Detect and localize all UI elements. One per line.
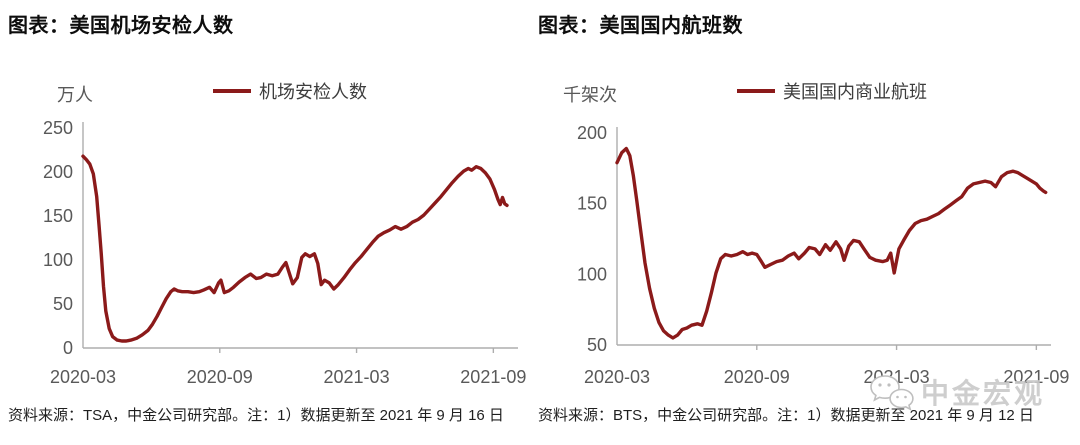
y-tick-label: 150: [577, 194, 607, 214]
legend: 美国国内商业航班: [737, 80, 927, 102]
x-tick-label: 2021-09: [1003, 367, 1069, 387]
chart-title-right: 图表：美国国内航班数: [538, 15, 743, 37]
legend-label: 机场安检人数: [259, 82, 367, 102]
watermark-label: 中金宏观: [921, 378, 1046, 409]
x-tick-label: 2020-09: [187, 367, 253, 387]
x-tick-label: 2020-09: [724, 367, 790, 387]
x-tick-label: 2021-09: [460, 367, 526, 387]
wechat-icon: [870, 375, 914, 411]
y-tick-label: 50: [587, 335, 607, 355]
y-tick-label: 200: [43, 162, 73, 182]
source-note: 资料来源：BTS，中金公司研究部。注：1）数据更新至 2021 年 9 月 12…: [538, 407, 1034, 424]
left-chart-panel: 图表：美国机场安检人数 万人 机场安检人数 0 50 100 150 200 250 202…: [8, 15, 526, 424]
legend-label: 美国国内商业航班: [783, 82, 927, 102]
chart-title-left: 图表：美国机场安检人数: [8, 15, 234, 37]
y-axis-unit-label: 千架次: [563, 85, 617, 105]
y-tick-label: 250: [43, 118, 73, 138]
y-tick-label: 150: [43, 206, 73, 226]
y-tick-label: 200: [577, 123, 607, 143]
legend: 机场安检人数: [213, 80, 367, 102]
y-tick-label: 0: [63, 338, 73, 358]
legend-line-swatch: [213, 89, 251, 93]
watermark: 中金宏观: [868, 372, 1045, 412]
x-tick-label: 2020-03: [584, 367, 650, 387]
y-tick-label: 100: [43, 250, 73, 270]
series-line: [615, 146, 1048, 340]
y-axis-unit-label: 万人: [57, 85, 93, 105]
legend-line-swatch: [737, 89, 775, 93]
line-chart-left: 0 50 100 150 200 250 2020-03 2020-09 2021-03 2021…: [43, 118, 526, 387]
y-tick-label: 50: [53, 294, 73, 314]
y-tick-label: 100: [577, 264, 607, 284]
series-line: [81, 154, 509, 343]
x-tick-label: 2021-03: [324, 367, 390, 387]
source-note: 资料来源：TSA，中金公司研究部。注：1）数据更新至 2021 年 9 月 16…: [8, 407, 504, 424]
x-tick-label: 2020-03: [50, 367, 116, 387]
